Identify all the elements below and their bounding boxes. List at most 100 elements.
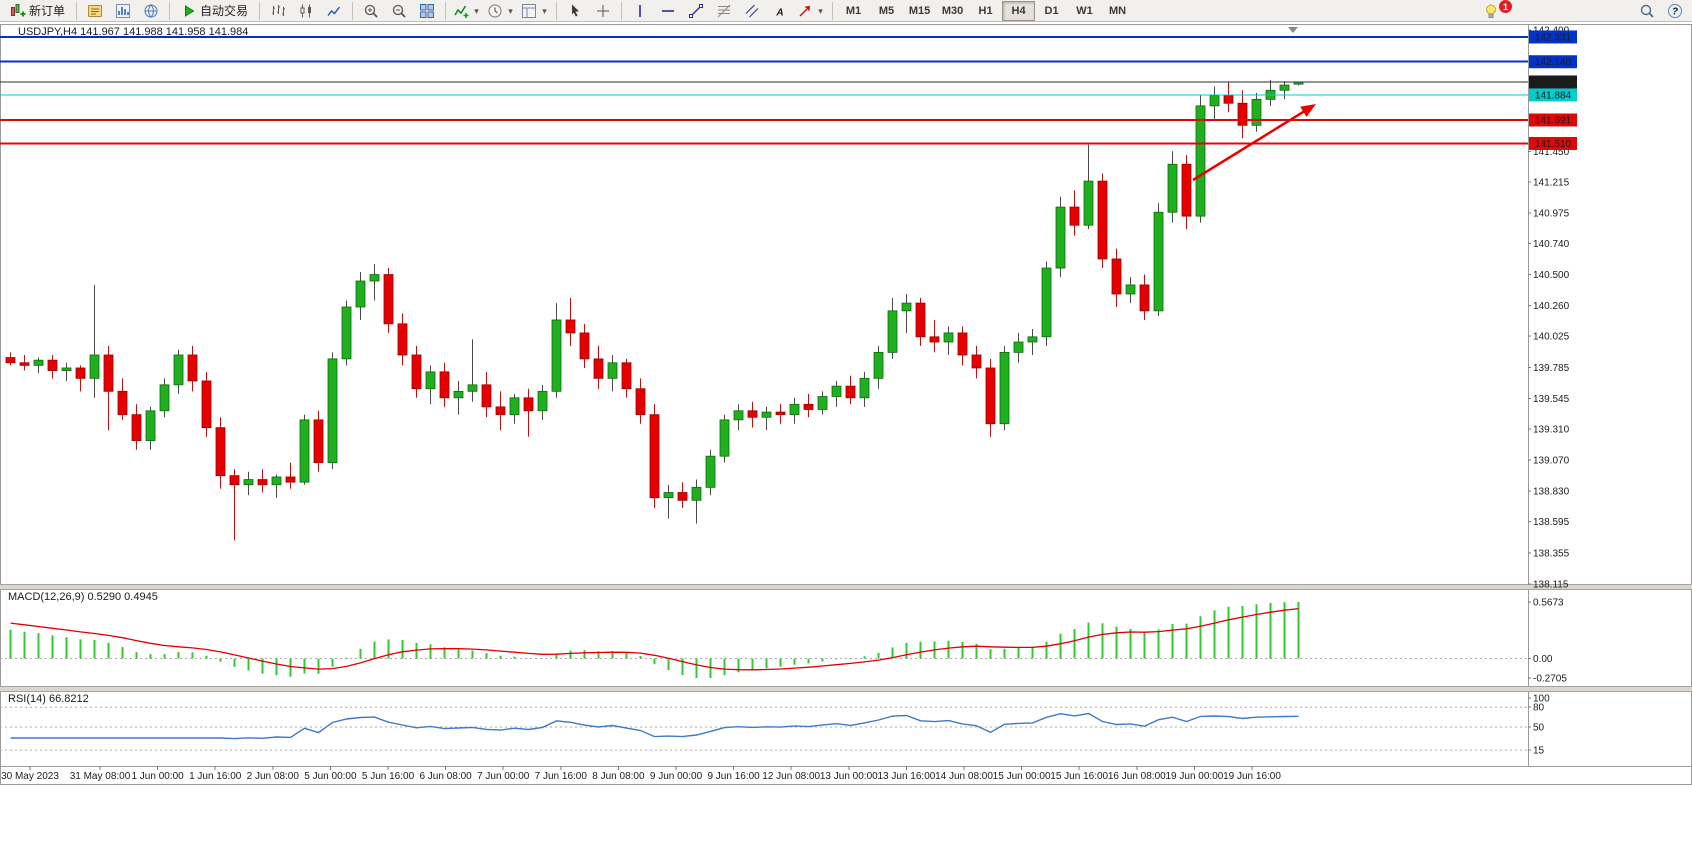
time-axis-label: 7 Jun 16:00 (535, 771, 588, 782)
rsi-axis-label: 15 (1533, 746, 1545, 757)
navigator-button[interactable] (137, 0, 165, 22)
cursor-tool-button[interactable] (561, 0, 589, 22)
search-button[interactable] (1633, 0, 1661, 22)
candle (1111, 258, 1122, 295)
time-axis-label: 12 Jun 08:00 (762, 771, 820, 782)
search-icon (1639, 3, 1655, 19)
time-axis-label: 7 Jun 00:00 (477, 771, 530, 782)
trend-arrow-head[interactable] (1300, 104, 1316, 117)
bar-chart-icon (270, 3, 286, 19)
auto-trading-button[interactable]: 自动交易 (174, 0, 255, 22)
time-axis-label: 19 Jun 16:00 (1223, 771, 1281, 782)
candle (663, 492, 674, 499)
text-tool-icon: A (772, 3, 788, 19)
toolbar-separator (169, 1, 171, 20)
candle (915, 302, 926, 338)
timeframe-button-H1[interactable]: H1 (978, 4, 993, 17)
chart-list-button[interactable] (109, 0, 137, 22)
tile-windows-icon (419, 3, 435, 19)
zoom-in-button[interactable] (357, 0, 385, 22)
price-axis-label: 140.025 (1533, 332, 1570, 343)
timeframe-button-H4[interactable]: H4 (1002, 0, 1036, 21)
crosshair-tool-button[interactable] (589, 0, 617, 22)
candle (467, 384, 478, 392)
clock-icon (487, 3, 503, 19)
candle (341, 306, 352, 360)
candle (1069, 206, 1080, 226)
vertical-line-tool-button[interactable] (626, 0, 654, 22)
indicators-button[interactable]: ▾ (450, 0, 484, 22)
panel-separator[interactable] (0, 686, 1692, 692)
timeframe-button-M30[interactable]: M30 (941, 4, 964, 17)
price-axis-label: 139.545 (1533, 394, 1570, 405)
arrows-tool-button[interactable]: ▾ (794, 0, 828, 22)
toolbar-separator (832, 1, 834, 20)
toolbar-separator (445, 1, 447, 20)
candle (313, 419, 324, 464)
new-order-button[interactable]: 新订单 (3, 0, 72, 22)
new-order-label: 新订单 (29, 4, 66, 18)
metaeditor-icon (87, 3, 103, 19)
price-axis-label: 140.500 (1533, 270, 1570, 281)
panel-separator[interactable] (0, 584, 1692, 590)
candle (1223, 95, 1234, 104)
fibonacci-tool-button[interactable] (710, 0, 738, 22)
level-price-box (1529, 88, 1577, 102)
level-price-box (1529, 30, 1577, 44)
timeframe-button-D1[interactable]: D1 (1044, 4, 1059, 17)
timeframe-button-M1[interactable]: M1 (845, 4, 862, 17)
candle (145, 410, 156, 442)
timeframe-button-W1[interactable]: W1 (1076, 4, 1093, 17)
channel-tool-button[interactable] (738, 0, 766, 22)
level-price-box (1529, 136, 1577, 150)
toolbar-separator (76, 1, 78, 20)
candle (1083, 180, 1094, 226)
timeframe-button-MN[interactable]: MN (1108, 4, 1127, 17)
timeframe-button-M5[interactable]: M5 (878, 4, 895, 17)
candle (1125, 284, 1136, 295)
help-button[interactable]: ? (1661, 0, 1689, 22)
tile-windows-button[interactable] (413, 0, 441, 22)
metaeditor-button[interactable] (81, 0, 109, 22)
time-axis-label: 5 Jun 00:00 (304, 771, 357, 782)
candle (299, 419, 310, 483)
candle (649, 414, 660, 499)
bar-chart-mode-button[interactable] (264, 0, 292, 22)
chart-background (0, 22, 1692, 842)
whats-new-button[interactable]: 1 (1480, 0, 1515, 22)
level-price-label: 141.884 (1535, 90, 1572, 101)
level-price-label: 141.510 (1535, 139, 1572, 150)
timeframe-button-M15[interactable]: M15 (908, 4, 931, 17)
text-tool-button[interactable]: A (766, 0, 794, 22)
rsi-line (10, 712, 1299, 740)
candle (1041, 267, 1052, 338)
templates-icon (521, 3, 537, 19)
candle (719, 419, 730, 457)
trendline-tool-button[interactable] (682, 0, 710, 22)
periods-button[interactable]: ▾ (484, 0, 518, 22)
price-axis-label: 138.830 (1533, 487, 1570, 498)
horizontal-line-tool-button[interactable] (654, 0, 682, 22)
candle (1097, 180, 1108, 260)
chevron-down-icon: ▾ (542, 5, 547, 16)
trend-arrow-line[interactable] (1192, 106, 1312, 182)
candle (551, 319, 562, 392)
candle (523, 397, 534, 412)
channel-icon (744, 3, 760, 19)
candle (19, 362, 30, 366)
candle (117, 390, 128, 416)
price-axis-label: 139.310 (1533, 424, 1570, 435)
line-chart-mode-button[interactable] (320, 0, 348, 22)
templates-button[interactable]: ▾ (518, 0, 552, 22)
price-axis-label: 139.070 (1533, 456, 1570, 467)
chart-shift-marker[interactable] (1288, 27, 1298, 33)
current-price-label: 141.984 (1535, 77, 1572, 88)
candlestick-mode-button[interactable] (292, 0, 320, 22)
notification-badge[interactable]: 1 (1499, 0, 1512, 13)
price-axis-label: 138.115 (1533, 580, 1569, 591)
svg-text:A: A (775, 7, 783, 18)
time-axis-label: 15 Jun 16:00 (1050, 771, 1108, 782)
zoom-out-button[interactable] (385, 0, 413, 22)
time-axis-label: 5 Jun 16:00 (362, 771, 415, 782)
